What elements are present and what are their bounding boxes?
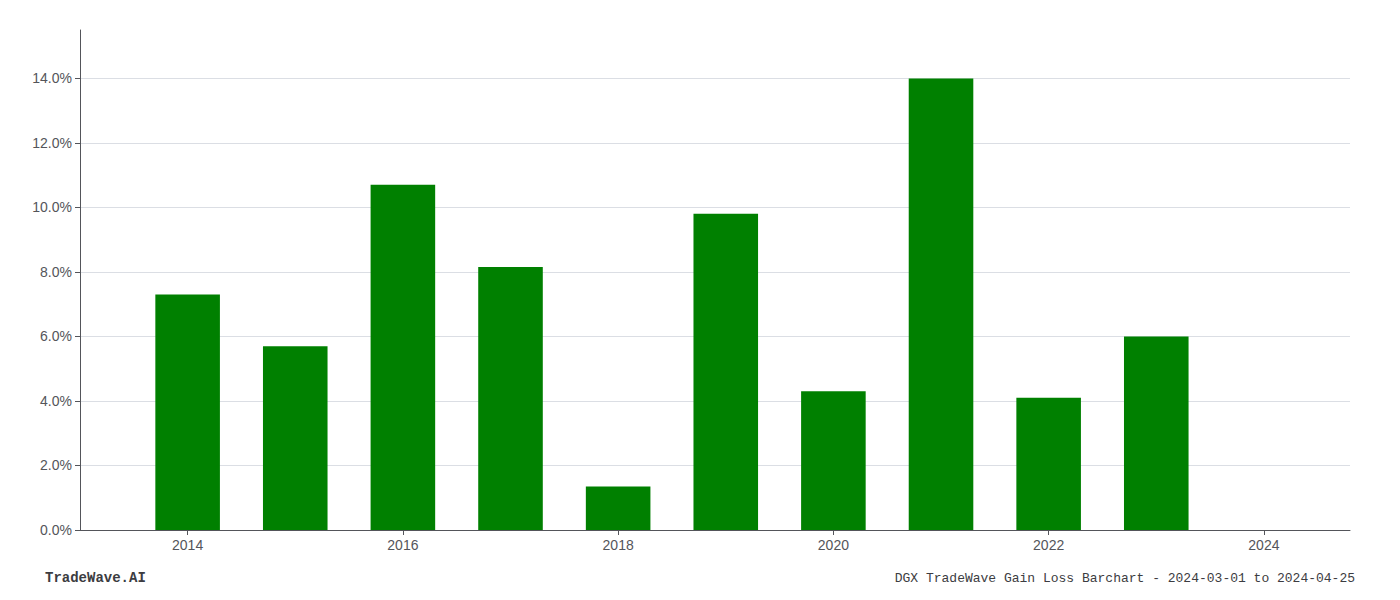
svg-text:14.0%: 14.0% (32, 70, 72, 86)
svg-text:2022: 2022 (1033, 537, 1064, 553)
svg-text:2.0%: 2.0% (40, 457, 72, 473)
svg-text:DGX TradeWave Gain Loss Barcha: DGX TradeWave Gain Loss Barchart - 2024-… (895, 571, 1355, 586)
svg-text:8.0%: 8.0% (40, 264, 72, 280)
svg-text:TradeWave.AI: TradeWave.AI (45, 570, 146, 586)
svg-text:2014: 2014 (172, 537, 203, 553)
svg-text:6.0%: 6.0% (40, 328, 72, 344)
svg-text:12.0%: 12.0% (32, 135, 72, 151)
svg-text:10.0%: 10.0% (32, 199, 72, 215)
svg-text:2018: 2018 (603, 537, 634, 553)
svg-text:2024: 2024 (1248, 537, 1279, 553)
svg-text:2016: 2016 (387, 537, 418, 553)
svg-text:4.0%: 4.0% (40, 393, 72, 409)
svg-text:0.0%: 0.0% (40, 522, 72, 538)
svg-text:2020: 2020 (818, 537, 849, 553)
